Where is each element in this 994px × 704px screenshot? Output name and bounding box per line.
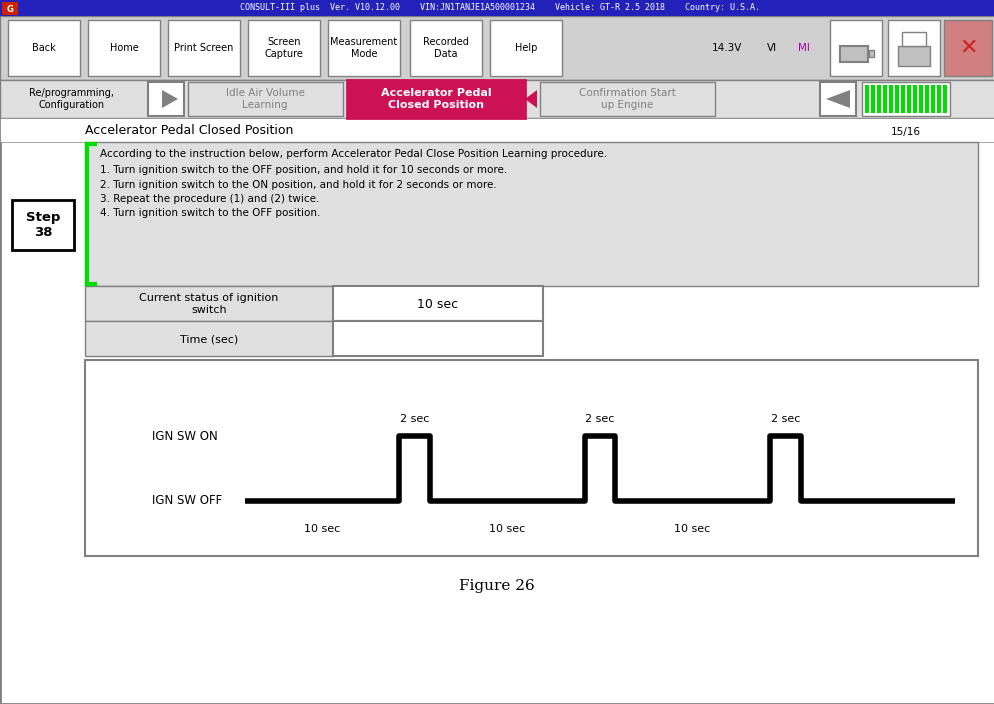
Text: Idle Air Volume
Learning: Idle Air Volume Learning bbox=[226, 88, 304, 110]
Text: 14.3V: 14.3V bbox=[711, 43, 742, 53]
Text: MI: MI bbox=[797, 43, 809, 53]
Bar bbox=[328, 20, 400, 76]
Bar bbox=[789, 24, 817, 72]
Text: Back: Back bbox=[32, 43, 56, 53]
Text: 3. Repeat the procedure (1) and (2) twice.: 3. Repeat the procedure (1) and (2) twic… bbox=[100, 194, 319, 204]
Bar bbox=[8, 20, 80, 76]
Text: 2 sec: 2 sec bbox=[400, 414, 429, 424]
Bar bbox=[84, 360, 977, 556]
Text: Step
38: Step 38 bbox=[26, 211, 60, 239]
Bar bbox=[819, 82, 855, 116]
Bar bbox=[868, 50, 873, 57]
Text: G: G bbox=[7, 4, 14, 13]
Bar bbox=[882, 85, 886, 113]
Bar bbox=[0, 0, 994, 16]
Text: Recorded
Data: Recorded Data bbox=[422, 37, 468, 59]
Bar bbox=[901, 85, 905, 113]
Bar bbox=[168, 20, 240, 76]
Text: IGN SW OFF: IGN SW OFF bbox=[152, 494, 222, 508]
Text: Accelerator Pedal Closed Position: Accelerator Pedal Closed Position bbox=[84, 123, 293, 137]
Text: ✕: ✕ bbox=[958, 38, 976, 58]
Bar bbox=[902, 32, 925, 46]
Bar bbox=[0, 80, 994, 118]
Text: Accelerator Pedal
Closed Position: Accelerator Pedal Closed Position bbox=[381, 88, 491, 110]
Bar bbox=[936, 85, 940, 113]
Text: Re/programming,
Configuration: Re/programming, Configuration bbox=[30, 88, 114, 110]
Text: Figure 26: Figure 26 bbox=[458, 579, 535, 593]
Polygon shape bbox=[525, 90, 537, 108]
Bar bbox=[410, 20, 481, 76]
Bar bbox=[839, 46, 867, 62]
Bar bbox=[888, 85, 892, 113]
Text: 10 sec: 10 sec bbox=[304, 524, 340, 534]
Bar bbox=[5, 82, 145, 116]
Bar bbox=[84, 321, 333, 356]
Text: 2 sec: 2 sec bbox=[769, 414, 799, 424]
Text: 2. Turn ignition switch to the ON position, and hold it for 2 seconds or more.: 2. Turn ignition switch to the ON positi… bbox=[100, 180, 496, 190]
Bar bbox=[829, 20, 881, 76]
Text: Current status of ignition
switch: Current status of ignition switch bbox=[139, 293, 278, 315]
Bar bbox=[907, 85, 911, 113]
Text: 10 sec: 10 sec bbox=[674, 524, 710, 534]
Bar bbox=[87, 20, 160, 76]
Text: Time (sec): Time (sec) bbox=[180, 334, 238, 344]
Bar bbox=[84, 142, 977, 286]
Bar bbox=[0, 118, 994, 142]
Text: Measurement
Mode: Measurement Mode bbox=[330, 37, 398, 59]
Text: 15/16: 15/16 bbox=[890, 127, 920, 137]
Bar bbox=[943, 20, 991, 76]
Bar bbox=[894, 85, 899, 113]
Text: Home: Home bbox=[109, 43, 138, 53]
Polygon shape bbox=[162, 90, 178, 108]
Bar bbox=[887, 20, 939, 76]
Text: According to the instruction below, perform Accelerator Pedal Close Position Lea: According to the instruction below, perf… bbox=[100, 149, 606, 159]
Text: 10 sec: 10 sec bbox=[489, 524, 525, 534]
Bar bbox=[924, 85, 928, 113]
Bar bbox=[0, 16, 994, 80]
Bar bbox=[861, 82, 949, 116]
Bar bbox=[12, 200, 74, 250]
Text: 1. Turn ignition switch to the OFF position, and hold it for 10 seconds or more.: 1. Turn ignition switch to the OFF posit… bbox=[100, 165, 507, 175]
Bar bbox=[148, 82, 184, 116]
Text: 10 sec: 10 sec bbox=[417, 298, 458, 310]
Text: 2 sec: 2 sec bbox=[584, 414, 614, 424]
Bar bbox=[912, 85, 916, 113]
Text: CONSULT-III plus  Ver. V10.12.00    VIN:JN1TANJE1A500001234    Vehicle: GT-R 2.5: CONSULT-III plus Ver. V10.12.00 VIN:JN1T… bbox=[240, 4, 759, 13]
Text: Confirmation Start
up Engine: Confirmation Start up Engine bbox=[578, 88, 675, 110]
Bar bbox=[864, 85, 868, 113]
Text: Screen
Capture: Screen Capture bbox=[264, 37, 303, 59]
Bar bbox=[876, 85, 880, 113]
Bar bbox=[898, 46, 929, 66]
Bar bbox=[333, 321, 543, 356]
Text: Print Screen: Print Screen bbox=[174, 43, 234, 53]
Bar bbox=[918, 85, 922, 113]
Polygon shape bbox=[825, 90, 849, 108]
Text: VI: VI bbox=[766, 43, 776, 53]
Bar bbox=[248, 20, 320, 76]
Bar bbox=[188, 82, 343, 116]
Bar bbox=[347, 80, 525, 118]
Bar bbox=[942, 85, 946, 113]
Bar bbox=[700, 24, 754, 72]
Text: 4. Turn ignition switch to the OFF position.: 4. Turn ignition switch to the OFF posit… bbox=[100, 208, 320, 218]
Text: IGN SW ON: IGN SW ON bbox=[152, 429, 218, 443]
Bar bbox=[930, 85, 934, 113]
Bar bbox=[540, 82, 715, 116]
Bar bbox=[2, 2, 18, 15]
Text: Help: Help bbox=[514, 43, 537, 53]
Bar bbox=[84, 286, 333, 321]
Bar bbox=[333, 286, 543, 321]
Bar bbox=[489, 20, 562, 76]
Bar bbox=[757, 24, 785, 72]
Bar bbox=[870, 85, 874, 113]
